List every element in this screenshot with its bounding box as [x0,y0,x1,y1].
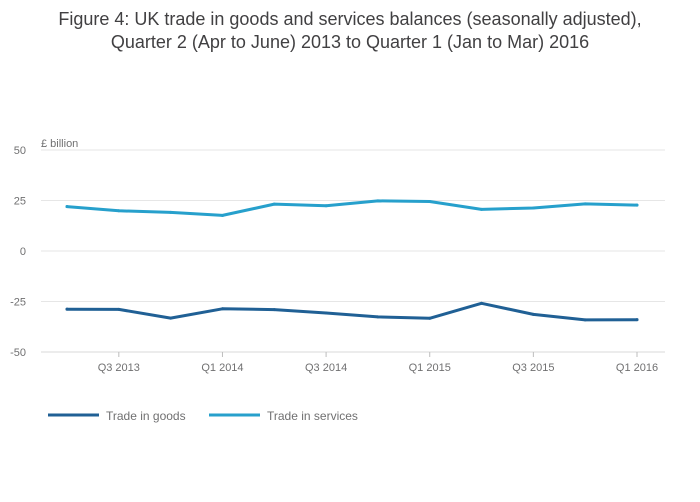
axes: 50 25 0 -25 -50 Q3 2013 Q1 2014 Q3 2014 Q1 2015 Q… [10,145,658,374]
data-point [428,200,432,204]
data-point [635,318,639,322]
data-point [324,204,328,208]
data-point [583,318,587,322]
chart-title-line-1: Figure 4: UK trade in goods and services… [58,9,642,29]
legend: Trade in goods Trade in services [48,409,358,423]
y-tick-label: -50 [10,347,26,359]
x-tick-label: Q3 2014 [305,362,347,374]
chart-title: Figure 4: UK trade in goods and services… [0,8,700,54]
data-point [220,307,224,311]
y-tick-label: 25 [14,196,26,208]
x-tick-label: Q3 2013 [98,362,140,374]
x-tick-label: Q1 2015 [409,362,451,374]
data-point [583,202,587,206]
legend-label: Trade in services [267,409,358,423]
data-point [480,301,484,305]
chart-title-line-2: Quarter 2 (Apr to June) 2013 to Quarter … [110,32,590,52]
x-tick-label: Q1 2016 [616,362,658,374]
data-point [531,206,535,210]
data-point [480,207,484,211]
data-point [220,213,224,217]
data-point [376,199,380,203]
gridlines [41,149,665,353]
series-line-services [65,199,639,217]
x-tick-label: Q1 2014 [201,362,243,374]
data-point [65,205,69,209]
y-tick-label: 50 [14,145,26,157]
y-tick-label: 0 [20,246,26,258]
y-axis-unit-label: £ billion [41,138,78,150]
data-point [65,307,69,311]
x-tick-label: Q3 2015 [512,362,554,374]
data-point [169,316,173,320]
data-point [376,315,380,319]
data-point [272,308,276,312]
series-line-goods [65,301,639,322]
y-tick-label: -25 [10,297,26,309]
data-point [117,307,121,311]
legend-label: Trade in goods [106,409,186,423]
series-lines [65,199,639,322]
data-point [428,316,432,320]
data-point [635,203,639,207]
data-point [324,311,328,315]
data-point [531,312,535,316]
data-point [117,209,121,213]
data-point [272,202,276,206]
data-point [169,210,173,214]
